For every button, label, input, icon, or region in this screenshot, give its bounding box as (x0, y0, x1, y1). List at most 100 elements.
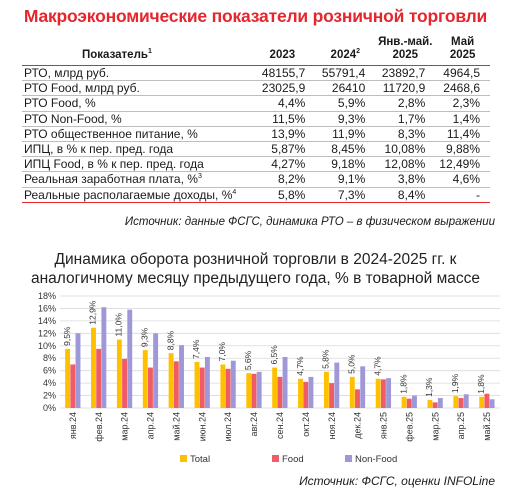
bar-nonfood (153, 333, 159, 408)
data-label: 1,8% (476, 374, 486, 394)
bar-nonfood (127, 309, 133, 408)
table-row: Реальные располагаемые доходы, %4 5,8% 7,3… (22, 187, 490, 203)
data-label: 4,7% (295, 356, 305, 376)
table-row: Реальная заработная плата, %3 8,2% 9,1% 3,8… (22, 171, 490, 188)
header-2024: 20242 (315, 36, 376, 66)
y-tick-label: 14% (38, 316, 56, 326)
chart-source-note: Источник: ФСГС, оценки INFOLine (299, 474, 495, 488)
bar-food (458, 398, 464, 408)
cell-2024: 8,45% (315, 141, 376, 158)
bar-food (380, 379, 386, 408)
bar-food (406, 398, 412, 408)
cell-2024: 9,1% (315, 171, 376, 188)
bar-total (427, 399, 433, 408)
header-jan-may-2025: Янв.-май. 2025 (375, 36, 436, 66)
cell-may-2025: 4964,5 (435, 65, 490, 82)
bar-nonfood (204, 356, 210, 408)
cell-2023: 8,2% (249, 171, 316, 188)
bar-nonfood (463, 394, 469, 408)
chart-title: Динамика оборота розничной торговли в 20… (30, 251, 481, 287)
cell-may-2025: 12,49% (435, 156, 490, 173)
y-tick-label: 16% (38, 303, 56, 313)
cell-2023: 23025,9 (249, 80, 316, 97)
x-tick-label: фев.24 (94, 412, 104, 442)
bar-total (401, 396, 407, 408)
table-row: РТО Food, млрд руб. 23025,9 26410 11720,9 24… (22, 80, 490, 97)
data-label: 11,0% (114, 313, 124, 337)
table-row: ИПЦ Food, в % к пер. пред. года 4,27% 9,18… (22, 156, 490, 173)
bar-food (355, 389, 360, 408)
bar-nonfood (256, 371, 262, 408)
legend-nonfood-swatch (345, 455, 352, 462)
data-label: 1,9% (450, 373, 460, 393)
data-label: 4,7% (372, 356, 382, 376)
table-row: РТО, млрд руб. 48155,7 55791,4 23892,7 4964,… (22, 65, 490, 82)
cell-2023: 13,9% (249, 126, 316, 142)
bar-nonfood (308, 376, 314, 408)
bar-total (220, 364, 226, 408)
x-tick-label: май.24 (171, 412, 181, 441)
bar-nonfood (489, 399, 495, 408)
x-tick-label: мар.24 (120, 412, 130, 441)
data-label: 7,4% (191, 339, 201, 359)
header-may-2025: Май 2025 (435, 36, 490, 66)
retail-turnover-chart: 0% 2% 4% 6% 8% 10% 12% 14% 16% 18% 9,5% янв.24 12,9%… (38, 291, 500, 465)
cell-2023: 5,87% (249, 141, 316, 158)
cell-jan-may-2025: 2,8% (375, 95, 436, 112)
x-tick-label: авг.24 (249, 412, 259, 436)
bar-nonfood (360, 366, 366, 408)
data-label: 7,0% (217, 342, 227, 362)
data-label: 5,0% (347, 354, 357, 374)
cell-may-2025: 11,4% (435, 126, 490, 142)
bar-nonfood (179, 345, 184, 408)
y-tick-label: 6% (43, 366, 56, 376)
x-tick-label: дек.24 (353, 412, 363, 439)
legend-food-label: Food (282, 454, 304, 465)
legend-nonfood-label: Non-Food (355, 454, 397, 465)
data-label: 5,8% (321, 349, 331, 369)
bar-total (272, 367, 278, 408)
bar-total (246, 373, 252, 408)
bar-nonfood (412, 395, 417, 408)
bar-total (479, 396, 485, 408)
bar-food (432, 402, 438, 408)
table-source-note: Источник: данные ФСГС, динамика РТО – в … (124, 216, 495, 228)
data-label: 6,5% (269, 345, 279, 365)
cell-may-2025: - (435, 187, 490, 203)
data-label: 1,8% (398, 374, 408, 394)
row-label: РТО общественное питание, % (22, 126, 250, 142)
data-label: 5,6% (243, 350, 253, 370)
cell-2024: 11,9% (315, 126, 376, 142)
bar-food (277, 376, 283, 408)
bar-food (70, 364, 76, 408)
x-tick-label: сен.24 (275, 412, 285, 439)
cell-jan-may-2025: 8,3% (375, 126, 436, 142)
data-label: 8,8% (165, 330, 175, 350)
bar-food (173, 361, 179, 408)
bar-nonfood (386, 378, 392, 408)
bar-food (225, 368, 231, 408)
y-tick-label: 0% (43, 403, 56, 413)
bar-food (147, 367, 153, 408)
row-label: ИПЦ, в % к пер. пред. года (22, 141, 250, 158)
cell-may-2025: 2468,6 (435, 80, 490, 97)
bar-total (168, 353, 174, 408)
bar-total (142, 350, 148, 408)
y-tick-label: 10% (38, 341, 56, 351)
bar-total (194, 361, 200, 408)
row-label: РТО Food, млрд руб. (22, 80, 250, 97)
data-label: 1,3% (424, 377, 434, 397)
x-tick-label: фев.25 (404, 412, 414, 442)
bar-nonfood (437, 398, 443, 408)
cell-2024: 9,18% (315, 156, 376, 173)
bar-total (65, 348, 71, 408)
cell-jan-may-2025: 8,4% (375, 187, 436, 203)
cell-2023: 5,8% (249, 187, 316, 203)
cell-2024: 7,3% (315, 187, 376, 203)
bar-nonfood (282, 356, 288, 408)
cell-jan-may-2025: 23892,7 (375, 65, 436, 82)
legend-total-label: Total (190, 454, 210, 465)
x-tick-label: июн.24 (197, 412, 207, 441)
header-indicator: Показатель1 (22, 36, 250, 66)
x-tick-label: июл.24 (223, 412, 233, 441)
